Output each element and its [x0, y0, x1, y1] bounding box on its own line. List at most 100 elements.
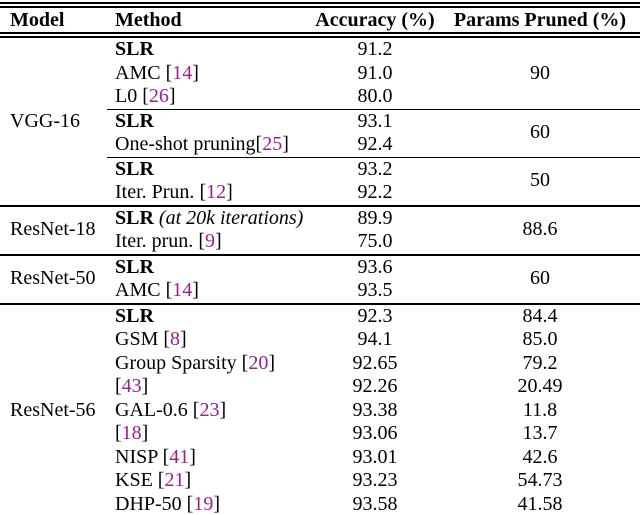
citation-link[interactable]: 21 — [164, 469, 185, 491]
model-name: ResNet-56 — [10, 398, 96, 421]
citation-close-bracket: ] — [192, 279, 199, 301]
group-resnet56: ResNet-56 SLR 92.3 84.4 GSM [8] 94.1 85.… — [0, 304, 640, 515]
citation-open-bracket: [ — [255, 133, 263, 155]
citation-link[interactable]: 20 — [248, 351, 269, 374]
citation-close-bracket: ] — [213, 492, 221, 515]
accuracy-value: 92.26 — [352, 375, 398, 397]
table-row: AMC [14] 91.0 — [0, 62, 640, 86]
method-label: AMC — [115, 61, 166, 84]
citation-link[interactable]: 14 — [172, 279, 193, 301]
method-label: KSE — [115, 469, 158, 491]
accuracy-value: 94.1 — [357, 328, 393, 350]
table-row: AMC [14] 93.5 — [0, 279, 640, 304]
table-row: ResNet-18 SLR (at 20k iterations) 89.9 8… — [0, 206, 640, 241]
citation-close-bracket: ] — [192, 61, 199, 84]
method-label: Iter. prun. — [115, 230, 199, 252]
citation-link[interactable]: 9 — [204, 230, 215, 252]
citation-close-bracket: ] — [214, 230, 222, 252]
method-cell: KSE [21] — [107, 469, 310, 493]
citation-link[interactable]: 25 — [262, 133, 283, 155]
params-pruned-value: 85.0 — [522, 328, 558, 350]
method-label: AMC — [115, 279, 166, 301]
citation-open-bracket: [ — [115, 422, 122, 444]
citation-open-bracket: [ — [198, 230, 205, 252]
params-pruned-value: 11.8 — [522, 398, 558, 421]
citation-close-bracket: ] — [184, 469, 192, 491]
citation-link[interactable]: 8 — [170, 328, 181, 350]
method-label: L0 — [115, 85, 143, 107]
accuracy-value: 93.6 — [357, 255, 393, 278]
method-label: DHP-50 — [115, 492, 187, 515]
model-name: VGG-16 — [10, 109, 80, 132]
accuracy-value: 92.3 — [357, 304, 393, 327]
method-label: NISP — [115, 445, 163, 468]
table-row: NISP [41] 93.01 42.6 — [0, 446, 640, 470]
method-label-bold: SLR — [115, 255, 154, 278]
params-pruned-value: 84.4 — [522, 304, 558, 327]
citation-open-bracket: [ — [241, 351, 249, 374]
method-cell: Group Sparsity [20] — [107, 352, 310, 376]
method-cell: L0 [26] — [107, 85, 310, 110]
method-label: GAL-0.6 — [115, 398, 193, 421]
citation-open-bracket: [ — [115, 375, 122, 397]
column-header-params-pruned: Params Pruned (%) — [440, 2, 640, 38]
accuracy-value: 93.1 — [357, 109, 393, 132]
table-row: Iter. Prun. [12] 92.2 — [0, 181, 640, 206]
citation-link[interactable]: 23 — [199, 398, 220, 421]
method-cell: AMC [14] — [107, 279, 310, 304]
citation-close-bracket: ] — [180, 328, 187, 350]
method-note-italic: (at 20k iterations) — [153, 206, 304, 229]
accuracy-value: 93.2 — [357, 157, 393, 180]
accuracy-value: 93.01 — [352, 445, 398, 468]
citation-link[interactable]: 43 — [121, 375, 142, 397]
params-pruned-value: 60 — [530, 267, 550, 290]
table-row: GAL-0.6 [23] 93.38 11.8 — [0, 399, 640, 423]
citation-close-bracket: ] — [168, 85, 176, 107]
method-cell: NISP [41] — [107, 446, 310, 470]
accuracy-value: 92.4 — [310, 133, 440, 158]
method-cell: Iter. prun. [9] — [107, 230, 310, 255]
citation-link[interactable]: 41 — [169, 445, 190, 468]
method-label: GSM — [115, 328, 164, 350]
column-header-accuracy: Accuracy (%) — [310, 2, 440, 38]
citation-link[interactable]: 14 — [172, 61, 193, 84]
params-pruned-value: 88.6 — [522, 218, 558, 241]
citation-open-bracket: [ — [165, 61, 173, 84]
citation-open-bracket: [ — [163, 328, 171, 350]
table-row: L0 [26] 80.0 — [0, 85, 640, 110]
params-pruned-value: 13.7 — [522, 422, 558, 444]
citation-open-bracket: [ — [142, 85, 149, 107]
citation-close-bracket: ] — [189, 445, 196, 468]
table-row: SLR 93.1 60 — [0, 109, 640, 158]
accuracy-value: 93.5 — [357, 279, 393, 301]
citation-link[interactable]: 12 — [206, 181, 227, 203]
method-cell: DHP-50 [19] — [107, 493, 310, 515]
method-cell: SLR — [107, 157, 310, 181]
column-header-method: Method — [107, 2, 310, 38]
accuracy-value: 75.0 — [357, 230, 393, 252]
method-cell: AMC [14] — [107, 62, 310, 86]
citation-link[interactable]: 18 — [121, 422, 142, 444]
method-label: Group Sparsity — [115, 351, 242, 374]
accuracy-value: 80.0 — [310, 85, 440, 110]
citation-open-bracket: [ — [186, 492, 194, 515]
accuracy-value: 93.38 — [352, 398, 398, 421]
method-cell: GSM [8] — [107, 328, 310, 352]
method-label-bold: SLR — [115, 206, 154, 229]
method-label-bold: SLR — [115, 157, 154, 180]
method-label: Iter. Prun. — [115, 181, 200, 203]
citation-link[interactable]: 26 — [148, 85, 169, 107]
method-cell: SLR — [107, 35, 310, 62]
group-vgg16: VGG-16 SLR 91.2 90 AMC [14] 91.0 L0 [26]… — [0, 35, 640, 206]
table-row: One-shot pruning[25] 92.4 — [0, 133, 640, 158]
model-name: ResNet-50 — [10, 267, 96, 290]
method-label: One-shot pruning — [115, 133, 256, 155]
citation-link[interactable]: 19 — [193, 492, 214, 515]
method-cell: SLR — [107, 304, 310, 329]
group-resnet50: ResNet-50 SLR 93.6 60 AMC [14] 93.5 — [0, 255, 640, 304]
table-header: Model Method Accuracy (%) Params Pruned … — [0, 2, 640, 38]
params-pruned-value: 90 — [440, 35, 640, 110]
method-cell: [18] — [107, 422, 310, 446]
accuracy-value: 91.0 — [357, 61, 393, 84]
